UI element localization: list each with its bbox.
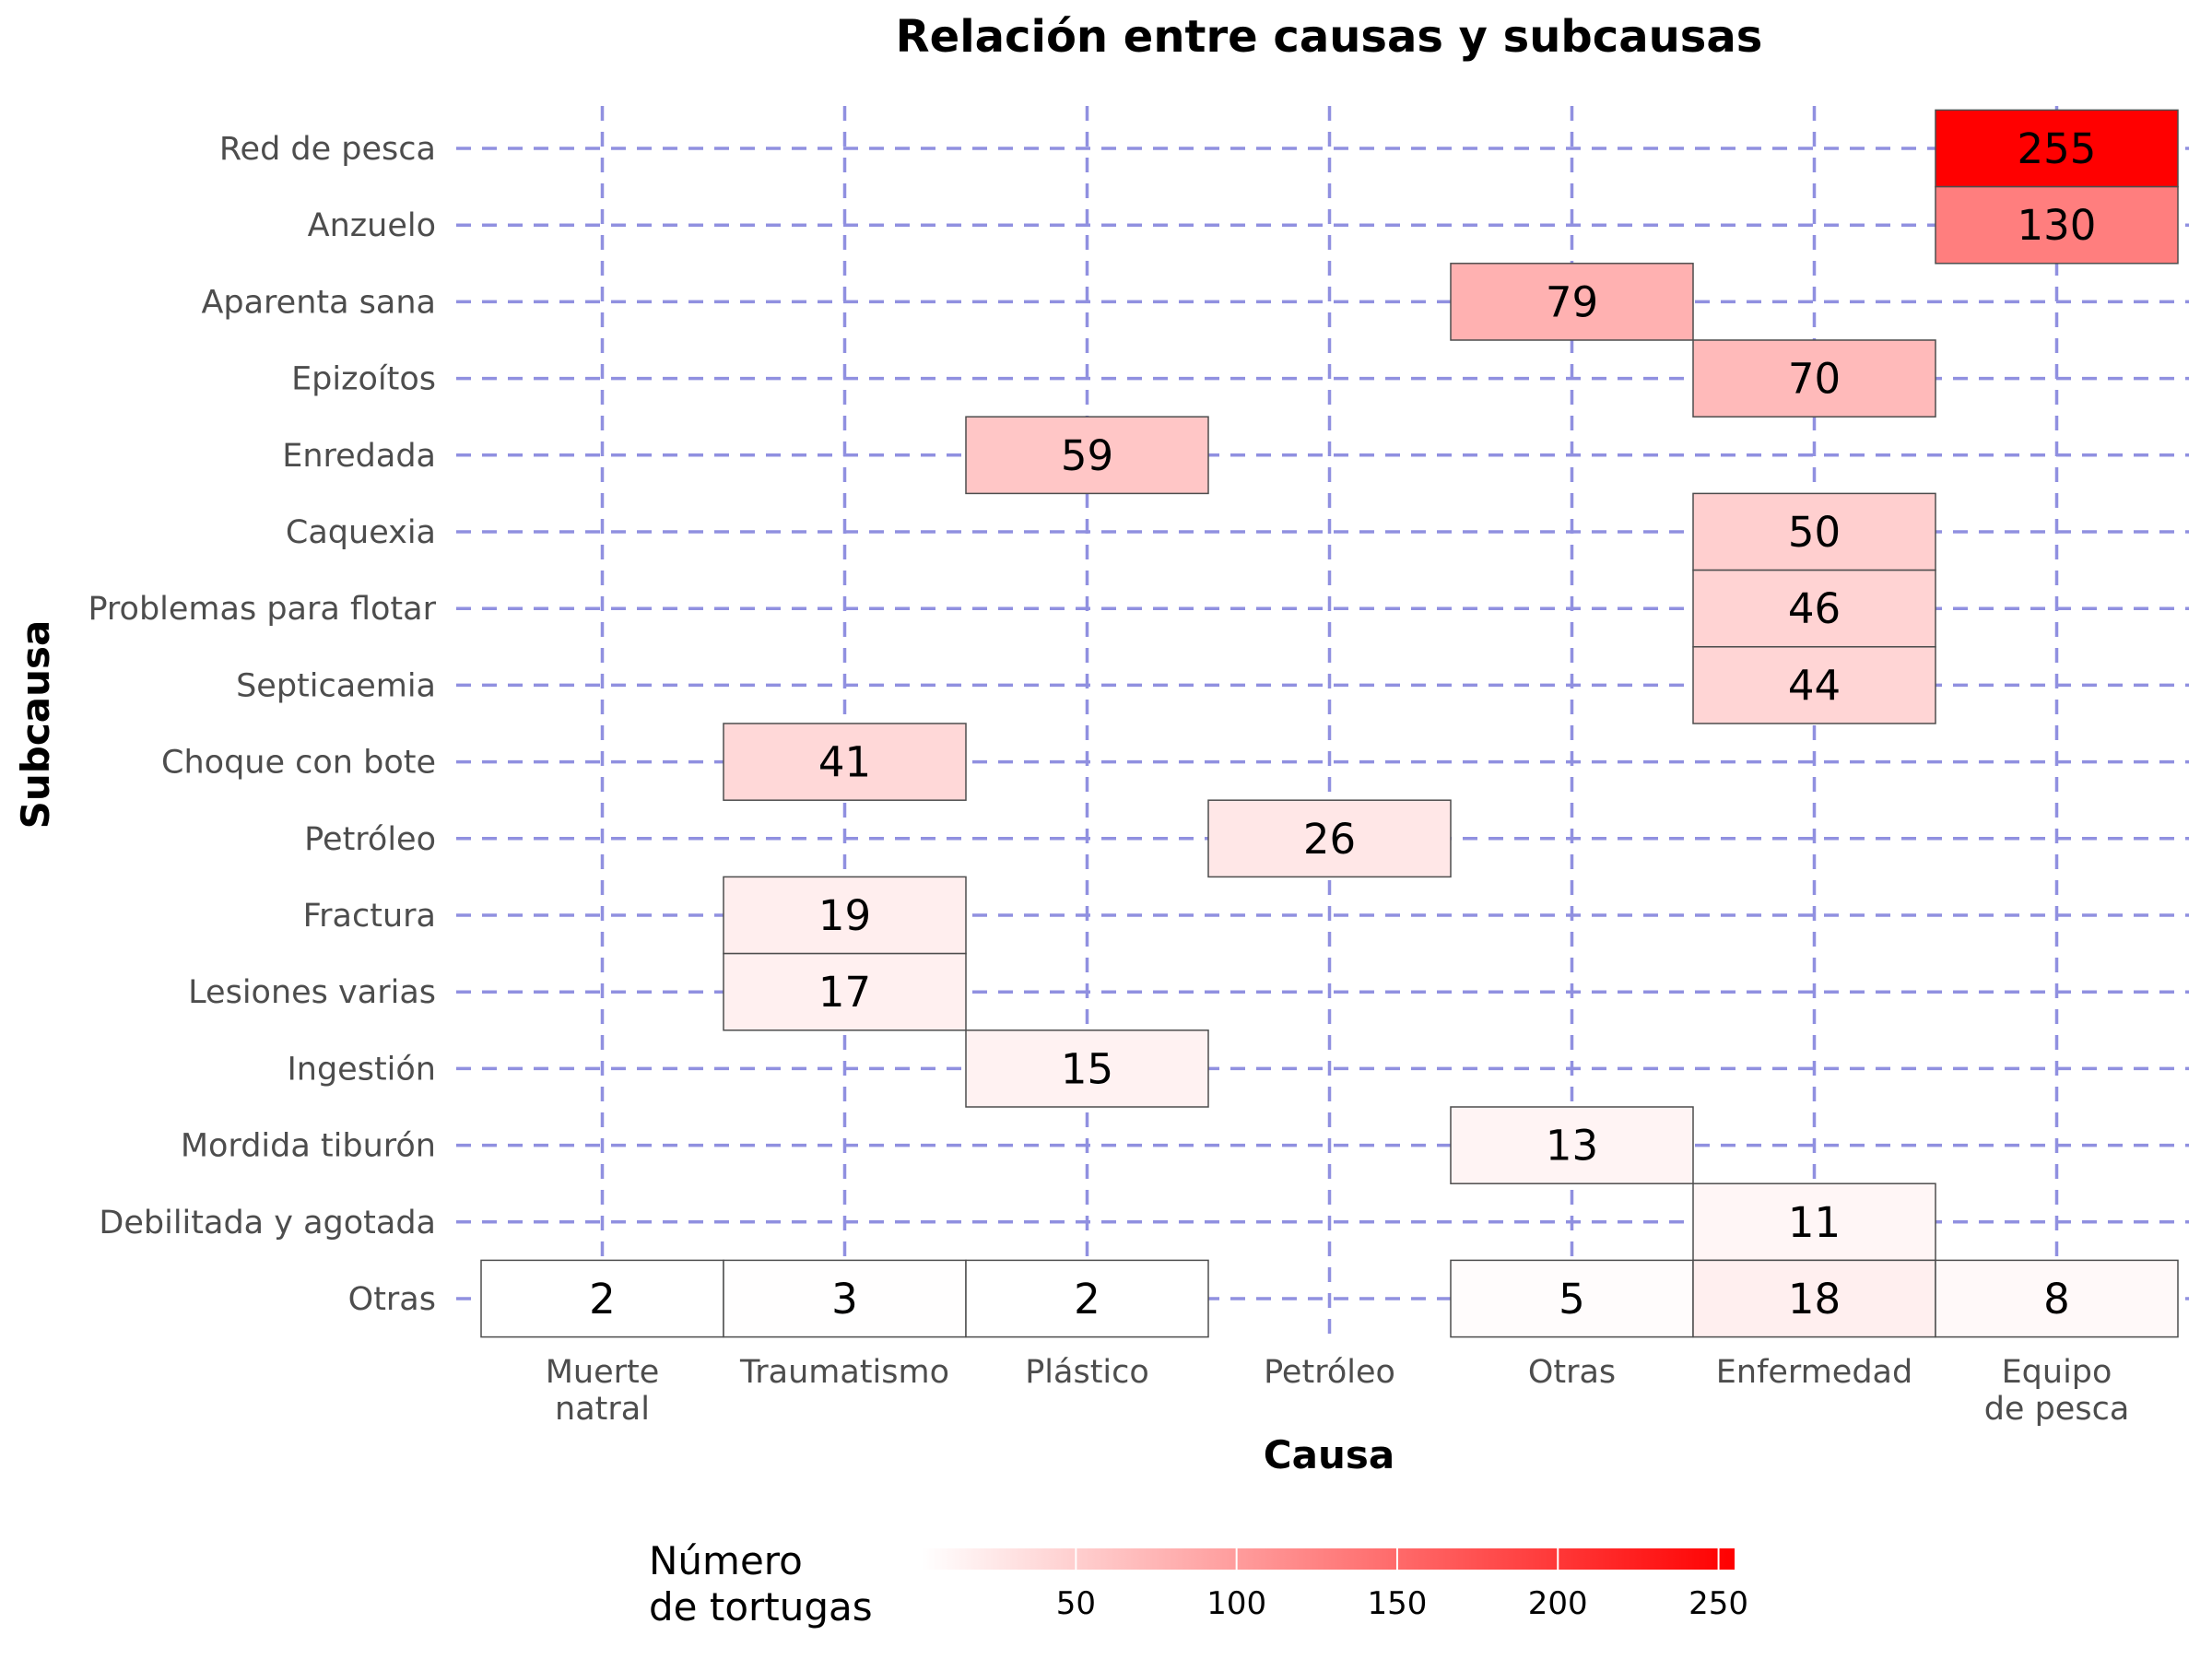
y-axis-title: Subcausa [13,620,58,830]
heatmap-cell: 3 [723,1259,967,1338]
cell-value-label: 70 [1788,355,1841,404]
cell-rect [1450,1106,1694,1184]
cell-rect [965,1259,1209,1338]
heatmap-cell: 130 [1935,185,2179,265]
legend-tick-label: 150 [1367,1585,1427,1622]
y-tick-label: Fractura [303,898,436,935]
heatmap-cell: 79 [1450,263,1694,341]
heatmap-cell: 15 [965,1030,1209,1108]
cell-rect [1935,109,2179,188]
heatmap-cell: 5 [1450,1259,1694,1338]
y-axis-ticks: Red de pesca Anzuelo Aparenta sana Epizoíto… [88,131,436,1318]
x-axis-ticks: Muerte natral Traumatismo Plástico Petróleo O… [546,1354,2130,1428]
y-tick-label: Aparenta sana [201,284,436,321]
color-legend: Número de tortugas 50 100 150 200 250 [649,1538,1748,1630]
cell-value-label: 255 [2018,124,2097,173]
cell-rect [965,1030,1209,1108]
x-tick-label: Petróleo [1264,1354,1395,1391]
cell-rect [1692,1259,1936,1338]
cell-rect [1935,1259,2179,1338]
x-tick-label: Equipo de pesca [1984,1354,2130,1428]
legend-tick-label: 200 [1528,1585,1588,1622]
legend-tick-label: 100 [1206,1585,1266,1622]
cell-rect [1692,339,1936,418]
heatmap-cell: 13 [1450,1106,1694,1184]
cell-value-label: 19 [818,891,871,940]
legend-title: Número de tortugas [649,1538,873,1630]
heatmap-cell: 17 [723,952,967,1031]
cell-value-label: 13 [1546,1122,1598,1171]
cell-value-label: 5 [1559,1275,1585,1324]
heatmap-cell: 2 [965,1259,1209,1338]
heatmap-cell: 19 [723,876,967,955]
cell-value-label: 2 [589,1275,616,1324]
cell-rect [1935,185,2179,265]
cell-value-label: 50 [1788,508,1841,557]
cell-rect [480,1259,724,1338]
cell-value-label: 46 [1788,584,1841,633]
y-tick-label: Red de pesca [219,131,436,168]
y-tick-label: Mordida tiburón [181,1128,436,1165]
cell-rect [1692,492,1936,571]
heatmap-cell: 41 [723,723,967,801]
y-tick-label: Septicaemia [236,667,436,704]
legend-tick-label: 50 [1056,1585,1096,1622]
y-tick-label: Epizoítos [291,361,436,398]
x-axis-title: Causa [1264,1432,1394,1477]
y-tick-label: Otras [348,1281,436,1318]
y-tick-label: Debilitada y agotada [99,1205,436,1241]
heatmap-cells: 255 130 79 70 59 50 46 44 41 26 19 17 15 13 11 2 3 2 5 18 8 [480,109,2179,1338]
heatmap-cell: 18 [1692,1259,1936,1338]
heatmap-cell: 59 [965,416,1209,495]
heatmap-cell: 44 [1692,646,1936,724]
cell-rect [965,416,1209,495]
y-tick-label: Choque con bote [161,745,436,782]
legend-colorbar [922,1548,1735,1570]
x-tick-label: Otras [1528,1354,1616,1391]
x-tick-label: Traumatismo [739,1354,949,1391]
cell-rect [1692,1182,1936,1262]
cell-rect [723,876,967,955]
y-tick-label: Enredada [282,438,436,475]
y-tick-label: Petróleo [304,821,436,858]
heatmap-cell: 11 [1692,1182,1936,1262]
cell-rect [1450,263,1694,341]
y-tick-label: Anzuelo [308,207,436,244]
legend-tick-label: 250 [1688,1585,1748,1622]
cell-value-label: 44 [1788,661,1841,710]
chart-title: Relación entre causas y subcausas [896,11,1763,63]
heatmap-cell: 26 [1207,799,1452,878]
cell-value-label: 41 [818,738,871,787]
y-tick-label: Caquexia [286,514,436,551]
heatmap-cell: 8 [1935,1259,2179,1338]
cell-rect [1207,799,1452,878]
cell-rect [723,723,967,801]
cell-rect [1692,569,1936,648]
cell-value-label: 3 [831,1275,858,1324]
cell-rect [723,952,967,1031]
cell-value-label: 8 [2043,1275,2070,1324]
cell-value-label: 15 [1061,1044,1113,1093]
y-tick-label: Problemas para flotar [88,591,436,628]
heatmap-cell: 70 [1692,339,1936,418]
cell-rect [1692,646,1936,724]
x-tick-label: Plástico [1025,1354,1149,1391]
cell-value-label: 17 [818,968,871,1017]
cell-value-label: 26 [1303,815,1356,864]
heatmap-cell: 46 [1692,569,1936,648]
cell-value-label: 79 [1546,277,1598,326]
cell-value-label: 2 [1074,1275,1100,1324]
y-tick-label: Lesiones varias [188,974,436,1011]
y-tick-label: Ingestión [287,1051,436,1088]
x-tick-label: Muerte natral [546,1354,660,1428]
cell-value-label: 18 [1788,1275,1841,1324]
heatmap-cell: 2 [480,1259,724,1338]
heatmap-cell: 50 [1692,492,1936,571]
cell-value-label: 130 [2018,201,2097,250]
x-tick-label: Enfermedad [1716,1354,1912,1391]
heatmap-cell: 255 [1935,109,2179,188]
cell-value-label: 11 [1788,1198,1841,1247]
cell-value-label: 59 [1061,431,1113,480]
